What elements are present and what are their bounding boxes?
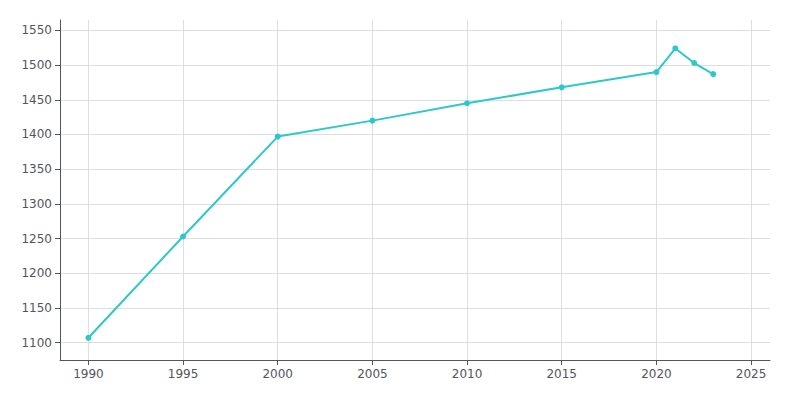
svg-text:1450: 1450 — [21, 93, 52, 107]
svg-text:1350: 1350 — [21, 162, 52, 176]
svg-text:2005: 2005 — [357, 367, 388, 381]
svg-text:2010: 2010 — [452, 367, 483, 381]
svg-text:1995: 1995 — [168, 367, 199, 381]
svg-text:1200: 1200 — [21, 266, 52, 280]
svg-text:2000: 2000 — [262, 367, 293, 381]
svg-text:1100: 1100 — [21, 336, 52, 350]
svg-text:2020: 2020 — [641, 367, 672, 381]
svg-text:1500: 1500 — [21, 58, 52, 72]
svg-text:1150: 1150 — [21, 301, 52, 315]
svg-text:1990: 1990 — [73, 367, 104, 381]
svg-text:2015: 2015 — [546, 367, 577, 381]
svg-text:1400: 1400 — [21, 127, 52, 141]
svg-text:1550: 1550 — [21, 23, 52, 37]
svg-text:2025: 2025 — [736, 367, 767, 381]
svg-text:1250: 1250 — [21, 232, 52, 246]
svg-text:1300: 1300 — [21, 197, 52, 211]
